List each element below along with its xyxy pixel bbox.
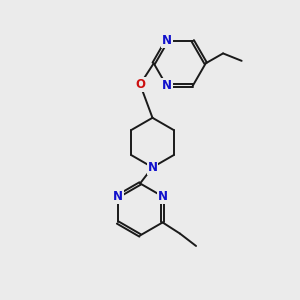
Text: N: N	[148, 161, 158, 174]
Text: N: N	[112, 190, 123, 203]
Text: N: N	[162, 34, 172, 47]
Text: N: N	[158, 190, 168, 203]
Text: O: O	[135, 78, 145, 91]
Text: N: N	[162, 79, 172, 92]
